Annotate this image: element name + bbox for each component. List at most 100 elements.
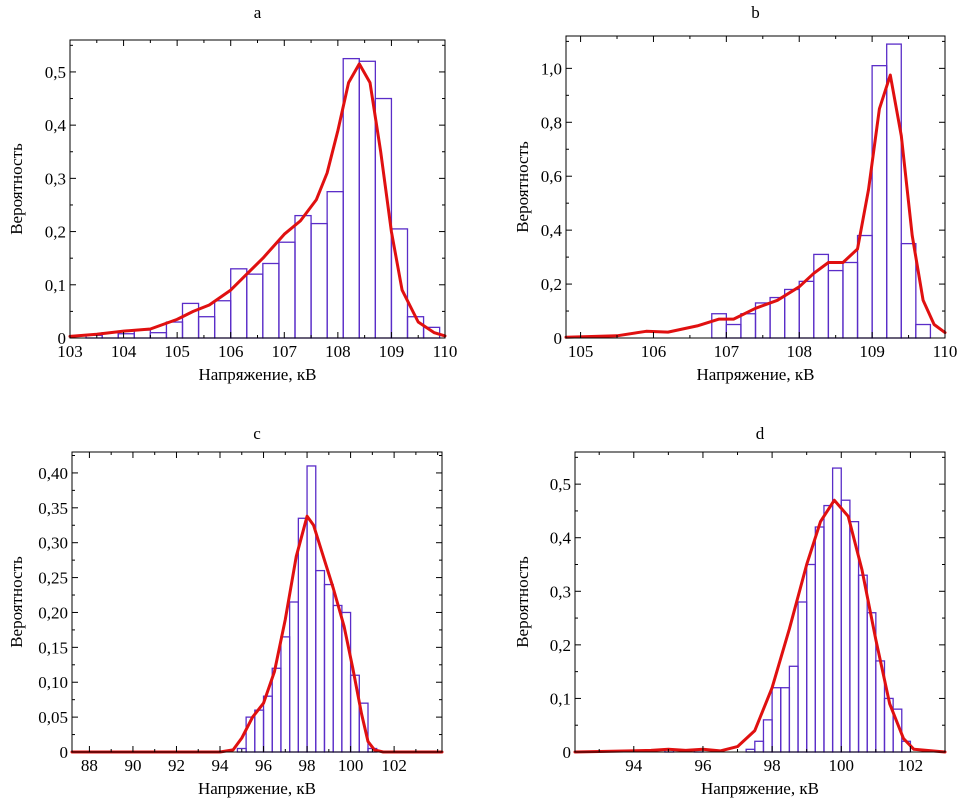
y-tick-label: 0,2: [550, 636, 571, 655]
panel-title: a: [254, 3, 262, 22]
panel-title: c: [253, 424, 261, 443]
x-axis: 88 90 92 94 96 98 100 102: [81, 452, 439, 775]
x-tick-label: 109: [859, 342, 885, 361]
x-tick-label: 103: [57, 342, 83, 361]
histogram-bar: [213, 300, 232, 339]
x-tick-label: 104: [111, 342, 137, 361]
x-tick-label: 105: [164, 342, 190, 361]
y-tick-label: 0,5: [45, 63, 66, 82]
y-tick-label: 0,35: [38, 499, 68, 518]
histogram-bar: [725, 323, 742, 339]
histogram-bars: [664, 467, 912, 753]
histogram-bar: [332, 604, 343, 753]
histogram-bar: [230, 268, 248, 339]
y-tick-label: 0,1: [45, 276, 66, 295]
histogram-bar: [306, 465, 317, 753]
y-tick-label: 0,6: [541, 167, 562, 186]
histogram-bar: [798, 280, 815, 339]
x-tick-label: 108: [325, 342, 351, 361]
x-tick-label: 100: [829, 756, 855, 775]
histogram-bar: [831, 467, 842, 753]
y-tick-label: 0: [60, 743, 69, 762]
panel-b: 105 106 107 108 109 110 0 0,2 0,4 0,6 0,8 1,0 b Напря…: [513, 3, 957, 384]
y-tick-label: 0,30: [38, 534, 68, 553]
y-tick-label: 0,2: [45, 223, 66, 242]
histogram-bar: [278, 241, 296, 339]
histogram-bar: [711, 313, 727, 339]
x-axis-title: Напряжение, кВ: [697, 365, 815, 384]
histogram-bar: [294, 214, 312, 339]
histogram-bar: [262, 695, 273, 753]
x-tick-label: 108: [786, 342, 812, 361]
y-axis: 0 0,1 0,2 0,3 0,4 0,5: [550, 456, 945, 762]
histogram-bar: [149, 332, 168, 339]
x-tick-label: 94: [212, 756, 230, 775]
x-axis: 94 96 98 100 102: [598, 452, 946, 775]
plot-frame: [574, 451, 946, 753]
histogram-bar: [827, 269, 844, 339]
x-tick-label: 94: [625, 756, 643, 775]
x-tick-label: 90: [124, 756, 141, 775]
y-tick-label: 0: [58, 329, 67, 348]
panel-title: d: [756, 424, 765, 443]
x-axis-title: Напряжение, кВ: [199, 365, 317, 384]
panel-d: 94 96 98 100 102 0 0,1 0,2 0,3 0,4 0,5 d Напряжение,…: [513, 424, 947, 798]
y-tick-label: 0,40: [38, 464, 68, 483]
x-tick-label: 110: [933, 342, 957, 361]
y-tick-label: 0,8: [541, 113, 562, 132]
x-tick-label: 96: [694, 756, 711, 775]
x-tick-label: 106: [218, 342, 244, 361]
density-curve: [68, 62, 447, 338]
histogram-bar: [197, 316, 216, 339]
y-axis-title: Вероятность: [7, 143, 26, 235]
histogram-bar: [280, 636, 291, 753]
y-tick-label: 0,25: [38, 569, 68, 588]
density-curve: [564, 73, 947, 339]
y-tick-label: 1,0: [541, 59, 562, 78]
histogram-bar: [797, 601, 808, 753]
x-tick-label: 107: [714, 342, 740, 361]
y-tick-label: 0,4: [550, 529, 572, 548]
y-axis-title: Вероятность: [513, 141, 532, 233]
x-axis-title: Напряжение, кВ: [198, 779, 316, 798]
y-tick-label: 0,5: [550, 475, 571, 494]
histogram-bar: [856, 234, 873, 339]
y-tick-label: 0,05: [38, 708, 68, 727]
y-tick-label: 0,4: [45, 116, 67, 135]
x-tick-label: 92: [168, 756, 185, 775]
y-axis: 0 0,2 0,4 0,6 0,8 1,0: [541, 40, 945, 348]
x-tick-label: 110: [433, 342, 458, 361]
y-tick-label: 0,1: [550, 689, 571, 708]
x-axis-title: Напряжение, кВ: [701, 779, 819, 798]
x-tick-label: 102: [898, 756, 924, 775]
x-tick-label: 105: [568, 342, 594, 361]
histogram-bar: [740, 313, 757, 339]
histogram-bar: [784, 288, 800, 339]
x-tick-label: 98: [764, 756, 781, 775]
plot-frame: [69, 39, 446, 339]
y-tick-label: 0,3: [45, 169, 66, 188]
y-tick-label: 0,3: [550, 582, 571, 601]
x-tick-label: 102: [381, 756, 407, 775]
y-tick-label: 0,15: [38, 638, 68, 657]
x-tick-label: 98: [299, 756, 316, 775]
histogram-bar: [754, 740, 765, 753]
y-axis-title: Вероятность: [7, 556, 26, 648]
histogram-bar: [326, 191, 344, 339]
x-tick-label: 107: [272, 342, 298, 361]
x-axis: 105 106 107 108 109 110: [568, 36, 957, 361]
histogram-bar: [165, 321, 184, 339]
y-tick-label: 0: [554, 329, 563, 348]
histogram-bar: [262, 262, 280, 339]
plot-frame: [71, 451, 443, 753]
histogram-bar: [297, 517, 308, 753]
histogram-bar: [254, 709, 265, 753]
y-tick-label: 0,4: [541, 221, 563, 240]
histogram-bar: [246, 273, 264, 339]
histogram-bar: [288, 601, 300, 753]
x-tick-label: 109: [379, 342, 405, 361]
histogram-bar: [181, 302, 200, 339]
y-axis: 0 0,05 0,10 0,15 0,20 0,25 0,30 0,35 0,40: [38, 454, 442, 762]
histogram-bar: [315, 569, 326, 753]
